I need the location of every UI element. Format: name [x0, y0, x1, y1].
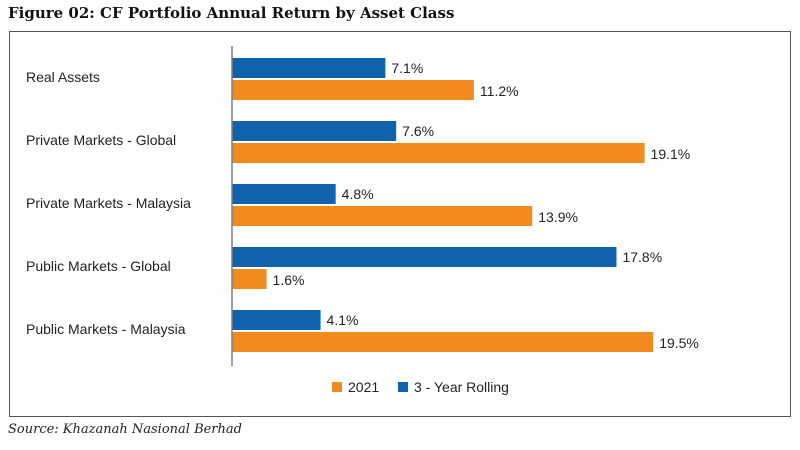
bar-3-year-rolling — [232, 247, 617, 267]
data-label-2021: 19.5% — [659, 335, 699, 351]
legend-swatch — [398, 382, 408, 392]
legend-label: 2021 — [348, 379, 379, 395]
bar-2021 — [232, 80, 474, 100]
category-label: Public Markets - Global — [26, 258, 171, 274]
bar-3-year-rolling — [232, 310, 321, 330]
legend-swatch — [332, 382, 342, 392]
legend: 2021 3 - Year Rolling — [332, 379, 509, 395]
data-label-3-year-rolling: 4.8% — [342, 186, 374, 202]
category-labels: Real Assets Private Markets - Global Priva… — [26, 69, 191, 337]
bar-2021 — [232, 206, 533, 226]
chart-frame: Real Assets Private Markets - Global Priva… — [9, 31, 791, 417]
bar-2021 — [232, 332, 654, 352]
bar-2021 — [232, 143, 645, 163]
data-label-3-year-rolling: 7.1% — [391, 60, 423, 76]
bar-chart: Real Assets Private Markets - Global Priva… — [26, 46, 699, 395]
data-label-3-year-rolling: 7.6% — [402, 123, 434, 139]
figure-title: Figure 02: CF Portfolio Annual Return by… — [8, 4, 455, 22]
legend-label: 3 - Year Rolling — [414, 379, 509, 395]
data-label-3-year-rolling: 17.8% — [622, 249, 662, 265]
data-label-2021: 19.1% — [651, 146, 691, 162]
bar-3-year-rolling — [232, 58, 386, 78]
data-label-2021: 13.9% — [538, 209, 578, 225]
data-label-3-year-rolling: 4.1% — [327, 312, 359, 328]
category-label: Real Assets — [26, 69, 100, 85]
data-label-2021: 11.2% — [480, 83, 519, 99]
source-note: Source: Khazanah Nasional Berhad — [8, 422, 242, 437]
data-label-2021: 1.6% — [273, 272, 305, 288]
category-label: Private Markets - Malaysia — [26, 195, 191, 211]
category-label: Private Markets - Global — [26, 132, 176, 148]
bars-layer — [232, 58, 654, 352]
bar-3-year-rolling — [232, 184, 336, 204]
bar-2021 — [232, 269, 267, 289]
category-label: Public Markets - Malaysia — [26, 321, 186, 337]
value-labels: 7.1% 11.2% 7.6% 19.1% 4.8% 13.9% 17.8% 1.6% 4.1%… — [273, 60, 699, 351]
bar-3-year-rolling — [232, 121, 397, 141]
